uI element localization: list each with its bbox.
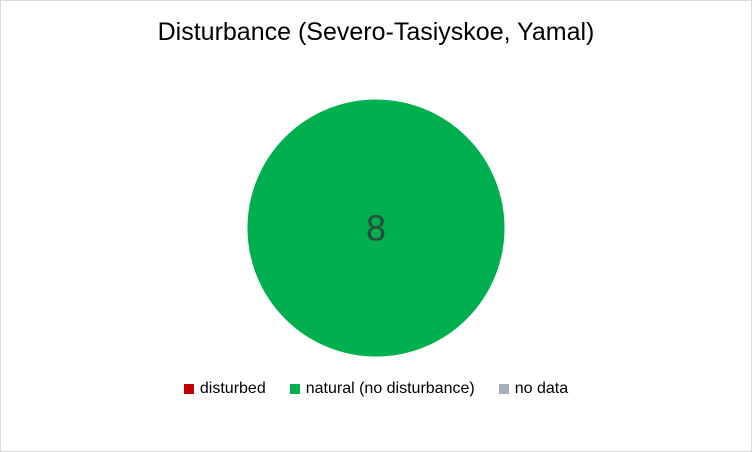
legend-label-natural-no-disturbance-: natural (no disturbance) [305, 380, 475, 397]
pie-slice-natural-no-disturbance- [246, 98, 506, 358]
legend: disturbed natural (no disturbance) no data [0, 380, 752, 398]
legend-label-no-data: no data [514, 380, 569, 397]
pie-slices [246, 98, 506, 358]
legend-item-disturbed: disturbed [183, 380, 266, 398]
legend-item-no-data: no data [498, 380, 569, 398]
pie-data-labels: 8 [366, 208, 386, 249]
legend-swatch-disturbed [183, 384, 194, 394]
legend-item-natural-no-disturbance-: natural (no disturbance) [289, 380, 475, 398]
chart-title: Disturbance (Severo-Tasiyskoe, Yamal) [157, 18, 595, 46]
legend-swatch-natural-no-disturbance- [289, 384, 300, 394]
legend-label-disturbed: disturbed [199, 380, 266, 397]
data-label-natural-no-disturbance-: 8 [366, 208, 386, 249]
legend-swatch-no-data [498, 384, 509, 394]
